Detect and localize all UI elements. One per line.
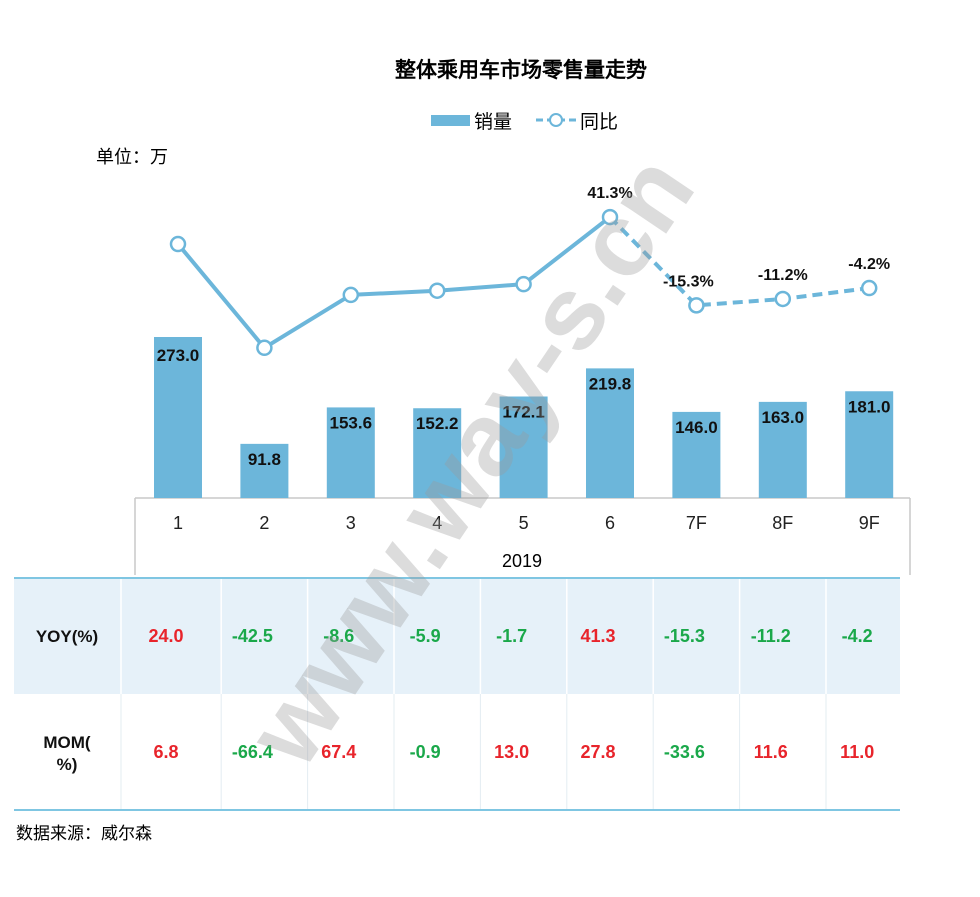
x-tick-9F: 9F — [859, 513, 880, 533]
mom-cell-7F: -33.6 — [664, 742, 705, 762]
yoy-point-6 — [601, 208, 619, 226]
yoy-cell-8F: -11.2 — [751, 626, 791, 646]
legend-line-label: 同比 — [580, 111, 618, 133]
category-axis: 1 2 3 4 5 6 7F 8F 9F — [173, 513, 880, 533]
row-header-yoy: YOY(%) — [36, 627, 98, 646]
yoy-point-3 — [342, 286, 360, 304]
row-header-mom-line2: %) — [57, 755, 78, 774]
bar-7F — [672, 411, 721, 498]
mom-cell-5: 13.0 — [494, 742, 529, 762]
mom-cell-6: 27.8 — [580, 742, 615, 762]
bar-series: 273.0 91.8 153.6 152.2 172.1 219.8 146.0 163.0 1… — [154, 337, 894, 498]
yoy-point-2 — [256, 339, 273, 357]
bar-label-2: 91.8 — [248, 450, 281, 469]
bar-label-6: 219.8 — [589, 374, 632, 393]
yoy-point-8F — [774, 290, 792, 308]
mom-cell-9F: 11.0 — [840, 742, 874, 762]
bar-label-5: 172.1 — [502, 403, 545, 422]
yoy-cell-2: -42.5 — [232, 626, 273, 646]
x-tick-4: 4 — [432, 513, 442, 533]
bar-label-8F: 163.0 — [762, 408, 805, 427]
yoy-point-label-9F: -4.2% — [848, 256, 890, 273]
bar-1 — [154, 337, 202, 498]
x-tick-3: 3 — [346, 513, 356, 533]
x-axis-title: 2019 — [502, 551, 542, 571]
yoy-point-4 — [428, 282, 446, 299]
x-tick-8F: 8F — [772, 513, 793, 533]
yoy-point-label-8F: -11.2% — [758, 267, 808, 284]
bar-5 — [499, 396, 548, 498]
x-tick-6: 6 — [605, 513, 615, 533]
yoy-point-label-7F: -15.3% — [663, 273, 714, 290]
yoy-cell-6: 41.3 — [580, 626, 615, 646]
mom-cell-3: 67.4 — [321, 742, 356, 762]
x-tick-2: 2 — [259, 513, 269, 533]
bar-4 — [413, 408, 462, 498]
x-tick-7F: 7F — [686, 513, 707, 533]
yoy-cell-5: -1.7 — [496, 626, 527, 646]
yoy-point-9F — [860, 279, 878, 297]
legend-line-marker — [549, 113, 563, 127]
bar-2 — [240, 443, 289, 498]
source-note: 数据来源：威尔森 — [16, 824, 152, 844]
bar-label-9F: 181.0 — [848, 397, 891, 416]
yoy-line-forecast — [608, 215, 870, 308]
yoy-cell-3: -8.6 — [323, 626, 354, 646]
yoy-point-5 — [515, 275, 532, 293]
line-series: 41.3% -15.3% -11.2% -4.2% — [169, 185, 890, 357]
row-header-mom-line1: MOM( — [43, 733, 91, 752]
chart-title: 整体乘用车市场零售量走势 — [395, 58, 647, 82]
bar-label-1: 273.0 — [157, 346, 200, 365]
unit-label: 单位：万 — [96, 147, 168, 168]
x-tick-1: 1 — [173, 513, 183, 533]
yoy-cell-7F: -15.3 — [664, 626, 705, 646]
legend-bar-label: 销量 — [474, 111, 512, 133]
yoy-point-label-6: 41.3% — [587, 185, 632, 202]
bar-label-4: 152.2 — [416, 414, 459, 433]
yoy-point-7F — [688, 297, 705, 314]
mom-cell-2: -66.4 — [232, 742, 273, 762]
yoy-point-1 — [169, 235, 187, 253]
yoy-cell-1: 24.0 — [148, 626, 183, 646]
data-table: YOY(%) 24.0 -42.5 -8.6 -5.9 -1.7 41.3 -15.3 -11.… — [14, 577, 900, 811]
yoy-cell-4: -5.9 — [410, 626, 441, 646]
bar-8F — [758, 401, 807, 498]
yoy-line-actual — [176, 215, 612, 350]
legend: 销量 同比 — [431, 111, 618, 133]
mom-cell-1: 6.8 — [153, 742, 178, 762]
x-tick-5: 5 — [519, 513, 529, 533]
bar-9F — [845, 391, 894, 498]
mom-cell-8F: 11.6 — [754, 742, 788, 762]
yoy-cell-9F: -4.2 — [842, 626, 873, 646]
mom-cell-4: -0.9 — [410, 742, 441, 762]
legend-bar-swatch — [431, 115, 470, 126]
bar-label-3: 153.6 — [330, 413, 373, 432]
bar-3 — [326, 407, 375, 498]
bar-6 — [586, 368, 634, 498]
bar-label-7F: 146.0 — [675, 418, 718, 437]
